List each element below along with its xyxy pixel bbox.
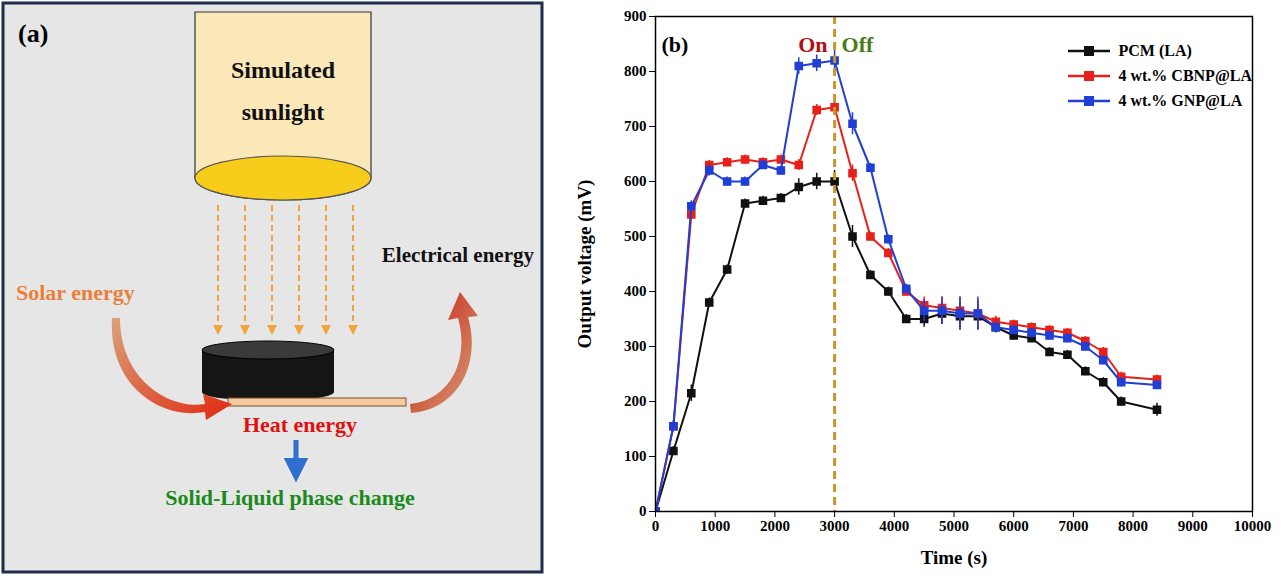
svg-text:6000: 6000: [999, 518, 1029, 534]
html-text:PCM (LA): PCM (LA): [1118, 41, 1192, 59]
svg-text:100: 100: [624, 448, 647, 464]
svg-text:300: 300: [624, 338, 647, 354]
svg-text:Off: Off: [842, 32, 874, 57]
svg-text:Solar energy: Solar energy: [16, 280, 135, 305]
svg-text:0: 0: [652, 518, 660, 534]
svg-text:Heat energy: Heat energy: [243, 412, 357, 437]
svg-text:Time (s): Time (s): [921, 547, 988, 569]
svg-text:8000: 8000: [1118, 518, 1148, 534]
svg-text:4000: 4000: [879, 518, 909, 534]
svg-text:On: On: [798, 32, 827, 57]
svg-text:(b): (b): [662, 32, 689, 57]
svg-text:700: 700: [624, 118, 647, 134]
svg-text:2000: 2000: [760, 518, 790, 534]
svg-text:7000: 7000: [1058, 518, 1088, 534]
svg-text:200: 200: [624, 393, 647, 409]
svg-text:900: 900: [624, 8, 647, 24]
svg-text:Solid-Liquid phase change: Solid-Liquid phase change: [165, 485, 415, 510]
svg-text:3000: 3000: [820, 518, 850, 534]
svg-text:(a): (a): [18, 19, 48, 48]
svg-text:10000: 10000: [1234, 518, 1272, 534]
svg-text:1000: 1000: [700, 518, 730, 534]
svg-text:Electrical energy: Electrical energy: [382, 243, 535, 267]
svg-text:400: 400: [624, 283, 647, 299]
svg-text:0: 0: [639, 503, 647, 519]
svg-text:Simulated: Simulated: [231, 57, 336, 83]
svg-text:9000: 9000: [1178, 518, 1208, 534]
svg-text:5000: 5000: [939, 518, 969, 534]
svg-text:sunlight: sunlight: [242, 99, 325, 125]
html-text:4 wt.% GNP@LA: 4 wt.% GNP@LA: [1118, 91, 1243, 109]
svg-text:500: 500: [624, 228, 647, 244]
svg-text:Output voltage (mV): Output voltage (mV): [574, 180, 596, 349]
svg-text:600: 600: [624, 173, 647, 189]
svg-text:800: 800: [624, 63, 647, 79]
html-text:4 wt.% CBNP@LA: 4 wt.% CBNP@LA: [1118, 66, 1252, 84]
